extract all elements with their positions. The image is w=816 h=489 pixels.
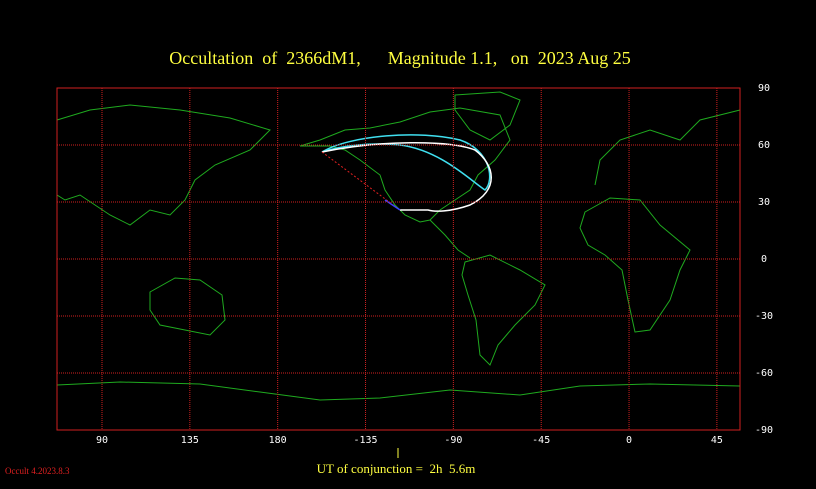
grid	[57, 87, 740, 431]
x-tick-label: 180	[269, 435, 287, 446]
x-tick-label: -135	[353, 435, 377, 446]
south-america	[461, 254, 546, 366]
path-daylight	[321, 151, 401, 211]
x-tick-label: -90	[444, 435, 462, 446]
y-tick-label: -60	[755, 368, 773, 379]
y-tick-label: -90	[755, 425, 773, 436]
y-tick-label: -30	[755, 311, 773, 322]
y-tick-label: 90	[758, 83, 770, 94]
map-frame	[56, 87, 741, 431]
africa	[579, 197, 691, 333]
map-title: Occultation of 2366dM1, Magnitude 1.1, o…	[169, 48, 630, 68]
x-tick-label: 135	[181, 435, 199, 446]
x-tick-label: 0	[626, 435, 632, 446]
x-tick-label: 90	[96, 435, 108, 446]
central-america	[429, 219, 471, 259]
antarctica	[56, 381, 741, 401]
greenland	[454, 91, 521, 141]
australia	[149, 277, 226, 336]
conjunction-label: UT of conjunction = 2h 5.6m	[317, 461, 476, 476]
x-tick-label: 45	[711, 435, 723, 446]
y-tick-label: 60	[758, 140, 770, 151]
version-label: Occult 4.2023.8.3	[5, 466, 70, 476]
north-america	[299, 107, 511, 223]
path-center	[321, 141, 492, 212]
x-tick-label: -45	[532, 435, 550, 446]
occultation-path	[321, 134, 492, 212]
y-tick-label: 0	[761, 254, 767, 265]
y-tick-label: 30	[758, 197, 770, 208]
